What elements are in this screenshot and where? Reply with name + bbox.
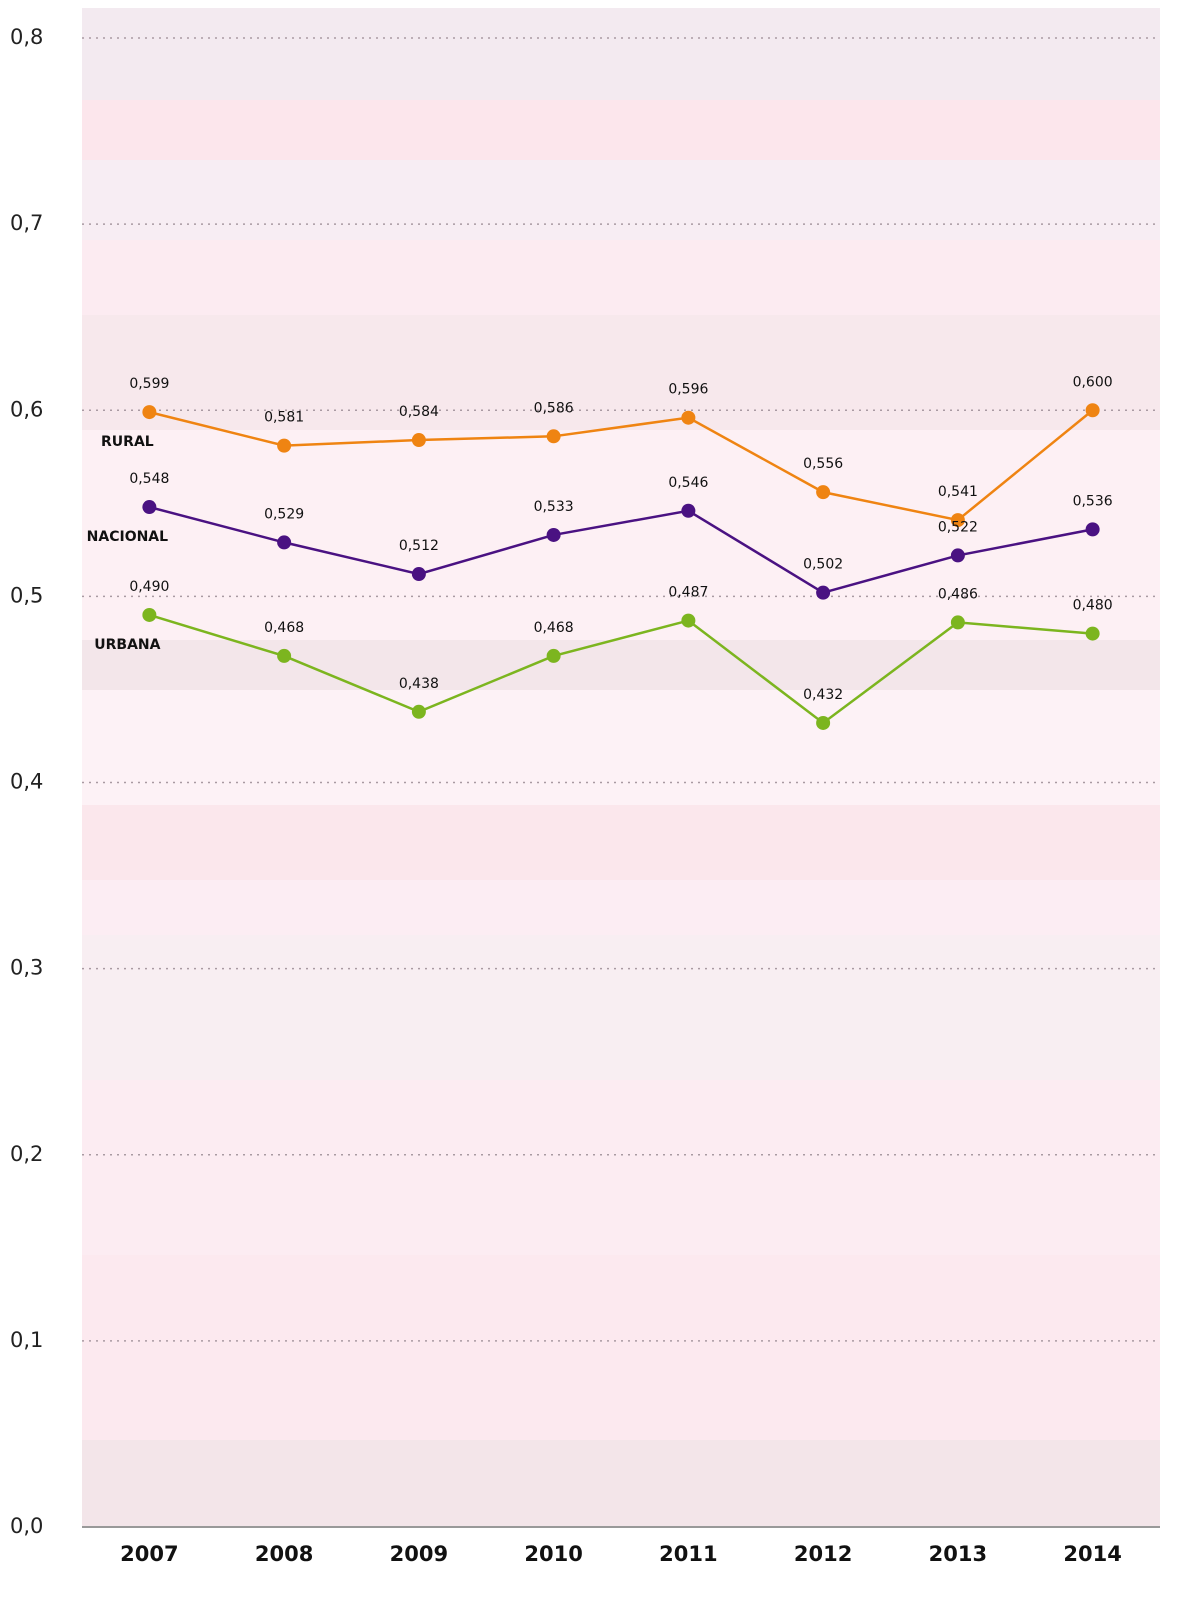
x-tick-label: 2012 (794, 1542, 852, 1566)
data-label: 0,600 (1073, 374, 1113, 390)
data-label: 0,480 (1073, 598, 1113, 614)
data-point (950, 615, 965, 630)
data-label: 0,581 (264, 410, 304, 426)
data-label: 0,529 (264, 506, 304, 522)
y-tick-label: 0,7 (10, 211, 43, 235)
data-label: 0,584 (399, 404, 439, 420)
y-tick-label: 0,8 (10, 25, 43, 49)
data-point (277, 535, 292, 550)
y-tick-label: 0,1 (10, 1328, 43, 1352)
y-tick-label: 0,5 (10, 583, 43, 607)
series-name: NACIONAL (87, 529, 168, 545)
x-tick-label: 2011 (659, 1542, 717, 1566)
data-point (1085, 626, 1100, 641)
data-label: 0,596 (668, 382, 708, 398)
data-point (1085, 522, 1100, 537)
data-point (681, 613, 696, 628)
data-label: 0,487 (668, 585, 708, 601)
data-label: 0,522 (938, 519, 978, 535)
data-point (277, 438, 292, 453)
series-line (149, 505, 1093, 595)
y-tick-label: 0,6 (10, 397, 43, 421)
data-point (411, 433, 426, 448)
data-point (816, 485, 831, 500)
data-label: 0,556 (803, 456, 843, 472)
data-label: 0,486 (938, 586, 978, 602)
background-bands (82, 8, 1160, 1527)
data-label: 0,502 (803, 557, 843, 573)
data-label: 0,548 (129, 471, 169, 487)
data-point (546, 527, 561, 542)
data-label: 0,599 (129, 376, 169, 392)
data-point (816, 585, 831, 600)
data-point (681, 503, 696, 518)
x-tick-label: 2007 (120, 1542, 178, 1566)
data-point (816, 715, 831, 730)
data-point (1085, 403, 1100, 418)
series-name: URBANA (94, 637, 160, 653)
data-point (950, 548, 965, 563)
series-line (149, 613, 1093, 725)
data-label: 0,536 (1073, 493, 1113, 509)
data-point (277, 648, 292, 663)
data-point (142, 405, 157, 420)
series-line (149, 409, 1094, 522)
data-label: 0,541 (938, 484, 978, 500)
y-tick-label: 0,3 (10, 956, 43, 980)
x-tick-label: 2014 (1063, 1542, 1121, 1566)
data-label: 0,468 (264, 620, 304, 636)
y-tick-label: 0,0 (10, 1514, 43, 1538)
data-label: 0,468 (534, 620, 574, 636)
x-tick-label: 2013 (929, 1542, 987, 1566)
data-label: 0,438 (399, 676, 439, 692)
data-point (142, 607, 157, 622)
data-label: 0,546 (668, 475, 708, 491)
y-tick-label: 0,4 (10, 770, 43, 794)
data-point (546, 429, 561, 444)
x-tick-label: 2008 (255, 1542, 313, 1566)
data-label: 0,533 (534, 499, 574, 515)
data-label: 0,586 (534, 400, 574, 416)
data-point (142, 500, 157, 515)
data-point (411, 704, 426, 719)
x-tick-label: 2010 (524, 1542, 582, 1566)
data-label: 0,432 (803, 687, 843, 703)
x-tick-label: 2009 (390, 1542, 448, 1566)
data-point (681, 410, 696, 425)
data-point (411, 567, 426, 582)
y-tick-label: 0,2 (10, 1142, 43, 1166)
series-name: RURAL (101, 434, 154, 450)
data-point (950, 513, 965, 528)
data-label: 0,490 (129, 579, 169, 595)
data-label: 0,512 (399, 538, 439, 554)
data-point (546, 648, 561, 663)
